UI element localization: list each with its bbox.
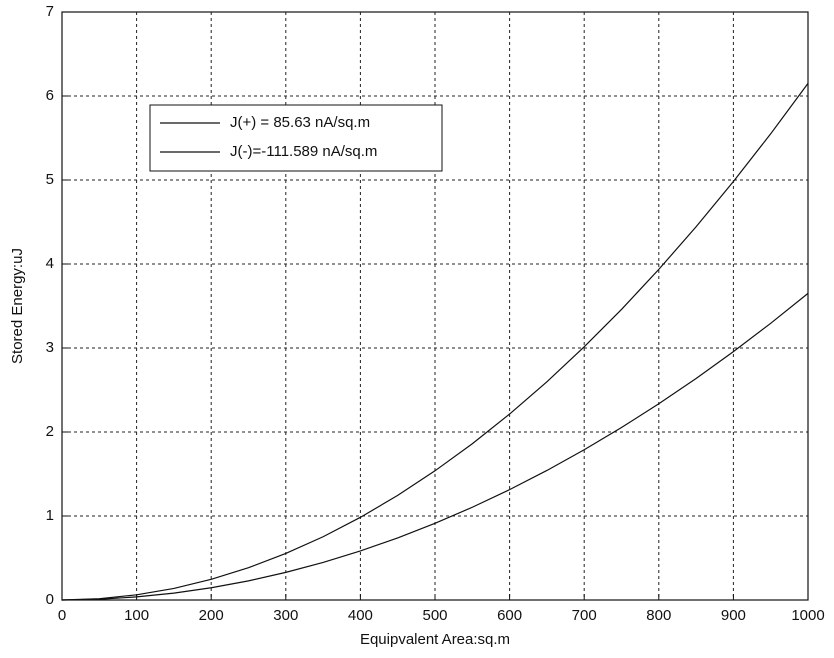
- y-axis-label: Stored Energy:uJ: [9, 248, 26, 364]
- y-tick-label: 1: [46, 507, 54, 524]
- x-tick-label: 400: [348, 607, 373, 624]
- x-tick-label: 600: [497, 607, 522, 624]
- x-tick-label: 1000: [791, 607, 824, 624]
- x-tick-label: 100: [124, 607, 149, 624]
- x-tick-label: 800: [646, 607, 671, 624]
- plot-frame: [61, 11, 809, 601]
- x-tick-label: 500: [422, 607, 447, 624]
- legend-label: J(+) = 85.63 nA/sq.m: [230, 114, 370, 131]
- x-axis-label: Equipvalent Area:sq.m: [360, 631, 510, 648]
- y-tick-label: 3: [46, 339, 54, 356]
- y-tick-label: 6: [46, 87, 54, 104]
- y-tick-label: 5: [46, 171, 54, 188]
- y-tick-label: 4: [46, 255, 54, 272]
- x-tick-label: 700: [572, 607, 597, 624]
- x-tick-label: 0: [58, 607, 66, 624]
- legend-label: J(-)=-111.589 nA/sq.m: [230, 143, 377, 160]
- legend-box: [149, 104, 443, 172]
- series-line: [61, 83, 809, 601]
- series-line: [61, 292, 809, 601]
- x-tick-label: 300: [273, 607, 298, 624]
- x-tick-label: 900: [721, 607, 746, 624]
- x-tick-label: 200: [199, 607, 224, 624]
- y-tick-label: 2: [46, 423, 54, 440]
- y-tick-label: 0: [46, 591, 54, 608]
- y-tick-label: 7: [46, 3, 54, 20]
